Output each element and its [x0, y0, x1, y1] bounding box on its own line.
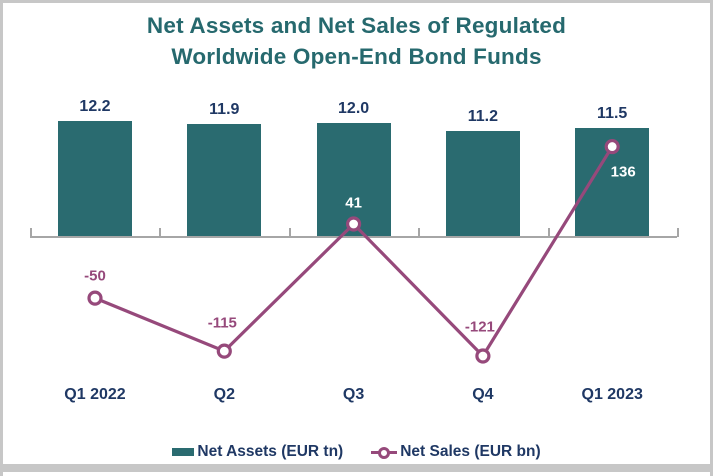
bar-net-assets [187, 123, 262, 237]
sales-value-label: -115 [207, 314, 237, 332]
legend-net-sales-label: Net Sales (EUR bn) [400, 443, 541, 460]
net-sales-marker [475, 348, 491, 364]
category-label: Q2 [213, 386, 235, 403]
frame-border-bottom [0, 464, 713, 472]
bar-value-label: 12.2 [79, 98, 111, 115]
bar-value-label: 11.2 [467, 107, 499, 125]
bar-value-label: 12.0 [338, 99, 370, 117]
chart-title-line-1: Net Assets and Net Sales of Regulated [146, 13, 567, 38]
frame-border-top [0, 0, 713, 3]
bar-net-assets [445, 130, 520, 237]
legend-net-assets-label: Net Assets (EUR tn) [197, 443, 344, 460]
chart-title: Net Assets and Net Sales of Regulated Wo… [0, 10, 713, 72]
bar-net-assets [58, 121, 132, 237]
bar-net-assets [316, 122, 391, 237]
x-axis-tick [30, 228, 32, 237]
x-axis-tick [418, 228, 421, 237]
chart-title-line-2: Worldwide Open-End Bond Funds [171, 44, 542, 69]
bar-net-assets [575, 127, 650, 237]
x-axis-tick [547, 228, 550, 237]
sales-value-label: -50 [84, 267, 106, 285]
frame-border-right [710, 0, 713, 476]
category-label: Q3 [342, 386, 365, 403]
x-axis-tick [288, 228, 291, 237]
net-sales-marker [87, 290, 103, 306]
category-label: Q1 2022 [64, 386, 126, 403]
sales-value-label: 136 [610, 163, 636, 181]
legend-item-net-sales: Net Sales (EUR bn) [371, 443, 541, 461]
frame-border-left [0, 0, 3, 476]
legend-item-net-assets: Net Assets (EUR tn) [172, 443, 343, 461]
sales-value-label: -121 [464, 318, 495, 336]
category-label: Q4 [472, 386, 494, 403]
legend: Net Assets (EUR tn) Net Sales (EUR bn) [0, 443, 713, 461]
bar-value-label: 11.9 [209, 100, 240, 118]
sales-value-label: 41 [345, 194, 362, 212]
x-axis-tick [677, 228, 679, 237]
legend-net-sales-marker [371, 446, 398, 459]
category-label: Q1 2023 [581, 386, 643, 403]
legend-circle-marker-icon [378, 446, 391, 459]
x-axis-line [30, 236, 677, 238]
bar-value-label: 11.5 [597, 104, 628, 122]
legend-net-assets-swatch [172, 448, 195, 456]
x-axis-tick [159, 228, 162, 237]
net-sales-marker [216, 343, 232, 359]
